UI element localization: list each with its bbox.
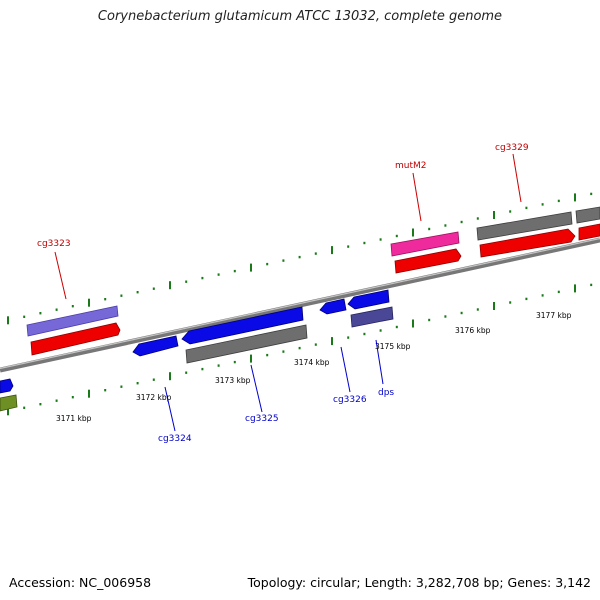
scale-label: 3173 kbp <box>215 376 251 385</box>
gene-cg3324[interactable] <box>132 335 179 357</box>
scale-label: 3176 kbp <box>455 326 491 335</box>
label-cg3324[interactable]: cg3324 <box>158 434 192 444</box>
genome-title: Corynebacterium glutamicum ATCC 13032, c… <box>97 9 503 24</box>
scale-label: 3172 kbp <box>136 393 172 402</box>
label-mutM2[interactable]: mutM2 <box>395 161 427 171</box>
upper-tick-row <box>7 192 593 325</box>
gene-cg3329[interactable] <box>476 211 573 241</box>
leader-mutM2 <box>412 172 422 222</box>
accession-text: Accession: NC_006958 <box>9 575 152 590</box>
gene-dps-inner[interactable] <box>347 289 390 310</box>
genome-backbone <box>0 237 600 373</box>
label-cg3329[interactable]: cg3329 <box>495 143 529 153</box>
scale-label: 3175 kbp <box>375 342 411 351</box>
leader-cg3325 <box>250 364 263 413</box>
gene-gray-edge-right[interactable] <box>575 206 600 224</box>
gene-cg3323-outer[interactable] <box>26 305 119 337</box>
gene-cg3323[interactable] <box>30 322 121 356</box>
label-dps[interactable]: dps <box>378 388 394 398</box>
leader-cg3323 <box>54 251 67 300</box>
gene-mutM2-inner[interactable] <box>394 248 462 274</box>
scale-label: 3174 kbp <box>294 358 330 367</box>
gene-blue-edge-left[interactable] <box>0 378 14 394</box>
gene-dps[interactable] <box>350 306 394 328</box>
genome-summary-text: Topology: circular; Length: 3,282,708 bp… <box>247 575 591 590</box>
label-cg3326[interactable]: cg3326 <box>333 395 367 405</box>
gene-cg3325-outer[interactable] <box>185 324 308 364</box>
genome-backbone-highlight <box>0 237 600 370</box>
gene-olive-edge-left[interactable] <box>0 394 18 412</box>
gene-mutM2[interactable] <box>390 231 460 257</box>
leader-cg3326 <box>340 346 351 393</box>
gene-cg3329-inner[interactable] <box>479 228 576 258</box>
scale-label: 3177 kbp <box>536 311 572 320</box>
leader-cg3329 <box>512 153 522 203</box>
gene-cg3325[interactable] <box>181 306 304 345</box>
leader-dps <box>375 339 384 385</box>
label-cg3323[interactable]: cg3323 <box>37 239 71 249</box>
gene-cg3326[interactable] <box>319 298 347 315</box>
leader-cg3324 <box>164 386 176 432</box>
scale-label: 3171 kbp <box>56 414 92 423</box>
label-cg3325[interactable]: cg3325 <box>245 414 279 424</box>
gene-red-edge-right[interactable] <box>578 223 600 241</box>
